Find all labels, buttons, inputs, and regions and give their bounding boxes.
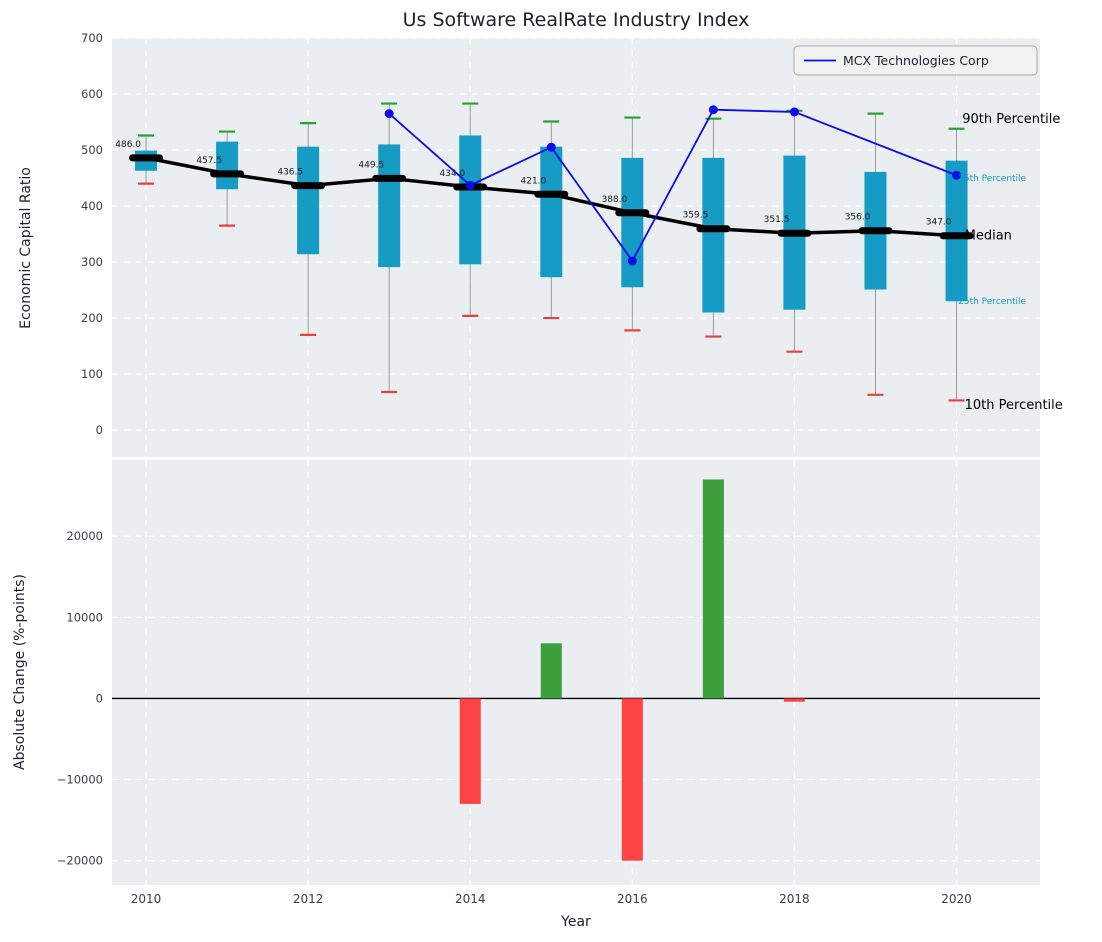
y-tick-label: 20000 (66, 529, 103, 543)
legend: MCX Technologies Corp (793, 45, 1038, 76)
mcx-point (384, 109, 394, 119)
change-bar (459, 698, 481, 804)
y-tick-label: 100 (81, 367, 103, 381)
percentile-box (702, 157, 725, 313)
median-value-label: 436.5 (277, 168, 303, 178)
x-tick-label: 2018 (779, 892, 810, 906)
y-tick-label: 200 (81, 311, 103, 325)
y-tick-label: 500 (81, 143, 103, 157)
median-value-label: 421.0 (521, 176, 547, 186)
y-tick-label: −10000 (57, 773, 103, 787)
x-tick-label: 2012 (293, 892, 324, 906)
y-tick-label: 0 (96, 691, 103, 705)
percentile-box (540, 146, 563, 278)
chart-title: Us Software RealRate Industry Index (403, 9, 750, 31)
y-tick-label: 0 (96, 423, 103, 437)
x-axis-label: Year (560, 914, 591, 930)
mcx-point (546, 142, 556, 152)
axes-background (112, 460, 1040, 885)
bottom-plot: −20000 −10000 0 10000 20000 2010 2012 2014 2016 2… (57, 460, 1040, 906)
median-value-label: 457.5 (196, 156, 222, 166)
percentile-annotation: 10th Percentile (965, 398, 1063, 413)
mcx-point (465, 180, 475, 190)
mcx-point (708, 105, 718, 115)
median-value-label: 356.0 (845, 213, 871, 223)
percentile-annotation: 25th Percentile (958, 297, 1026, 307)
legend-box (793, 45, 1038, 76)
percentile-box (216, 141, 239, 190)
y-axis-label-top: Economic Capital Ratio (18, 167, 34, 329)
percentile-annotation: 90th Percentile (962, 112, 1060, 127)
percentile-box (621, 157, 644, 288)
median-value-label: 449.5 (358, 160, 384, 170)
x-tick-label: 2010 (131, 892, 162, 906)
median-value-label: 351.5 (764, 215, 790, 225)
y-axis-label-bottom: Absolute Change (%-points) (12, 574, 28, 770)
mcx-point (627, 256, 637, 266)
mcx-point (789, 107, 799, 117)
y-tick-label: −20000 (57, 854, 103, 868)
x-tick-label: 2014 (455, 892, 486, 906)
change-bar (702, 479, 724, 699)
change-bar (783, 698, 805, 702)
axes-background (112, 38, 1040, 457)
legend-label: MCX Technologies Corp (843, 53, 989, 68)
percentile-annotation: Median (965, 229, 1012, 244)
median-value-label: 347.0 (926, 218, 952, 228)
median-value-label: 388.0 (602, 195, 628, 205)
percentile-annotation: 75th Percentile (958, 174, 1026, 184)
percentile-box (945, 160, 968, 302)
top-plot: 0 100 200 300 400 500 600 700 486.0 457.5 436.5 449… (81, 31, 1063, 457)
median-value-label: 486.0 (115, 140, 141, 150)
change-bar (621, 698, 643, 861)
change-bar (540, 643, 562, 699)
percentile-box (297, 146, 320, 255)
percentile-box (459, 135, 482, 265)
y-tick-label: 600 (81, 87, 103, 101)
y-tick-label: 400 (81, 199, 103, 213)
x-tick-label: 2016 (617, 892, 648, 906)
y-tick-label: 10000 (66, 610, 103, 624)
median-value-label: 359.5 (683, 211, 709, 221)
mcx-point (952, 170, 962, 180)
y-tick-label: 300 (81, 255, 103, 269)
x-tick-label: 2020 (941, 892, 972, 906)
median-value-label: 434.0 (439, 169, 465, 179)
y-tick-label: 700 (81, 31, 103, 45)
